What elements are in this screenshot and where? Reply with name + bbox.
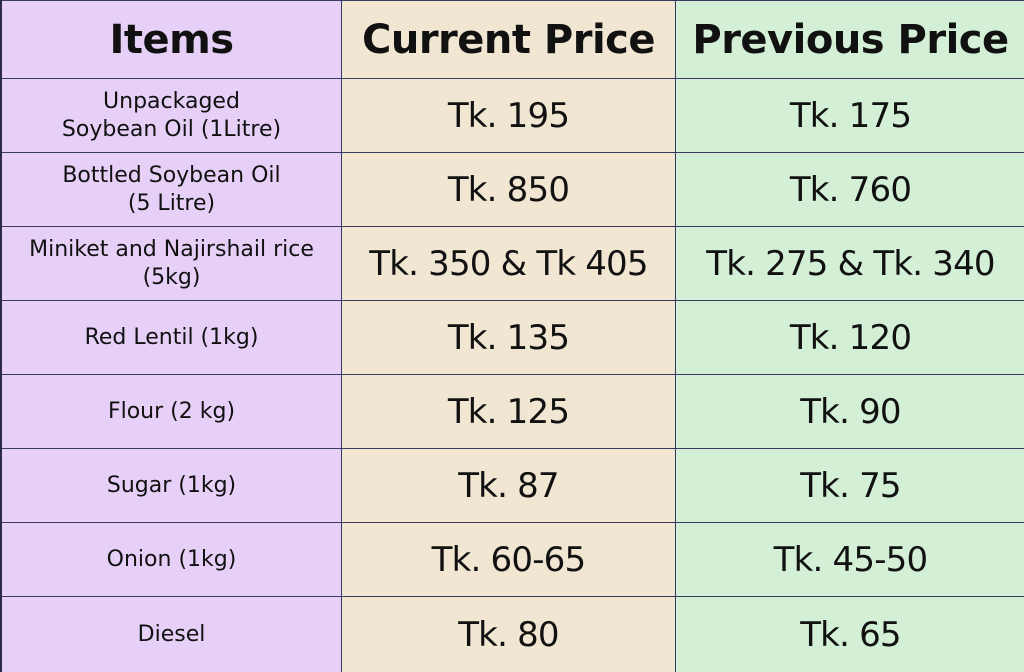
previous-price-cell: Tk. 90 [676, 374, 1024, 448]
header-current-price: Current Price [342, 0, 676, 78]
previous-price-cell: Tk. 760 [676, 152, 1024, 226]
current-price-cell: Tk. 850 [342, 152, 676, 226]
previous-price-cell: Tk. 120 [676, 300, 1024, 374]
current-price-cell: Tk. 350 & Tk 405 [342, 226, 676, 300]
current-price-cell: Tk. 80 [342, 596, 676, 672]
header-items: Items [2, 0, 342, 78]
item-cell: Sugar (1kg) [2, 448, 342, 522]
header-previous-price: Previous Price [676, 0, 1024, 78]
previous-price-cell: Tk. 45-50 [676, 522, 1024, 596]
item-cell: Onion (1kg) [2, 522, 342, 596]
item-cell: Unpackaged Soybean Oil (1Litre) [2, 78, 342, 152]
item-cell: Red Lentil (1kg) [2, 300, 342, 374]
current-price-cell: Tk. 135 [342, 300, 676, 374]
current-price-cell: Tk. 87 [342, 448, 676, 522]
previous-price-cell: Tk. 75 [676, 448, 1024, 522]
item-cell: Diesel [2, 596, 342, 672]
previous-price-cell: Tk. 175 [676, 78, 1024, 152]
current-price-cell: Tk. 195 [342, 78, 676, 152]
current-price-cell: Tk. 60-65 [342, 522, 676, 596]
previous-price-cell: Tk. 275 & Tk. 340 [676, 226, 1024, 300]
current-price-cell: Tk. 125 [342, 374, 676, 448]
item-cell: Flour (2 kg) [2, 374, 342, 448]
item-cell: Miniket and Najirshail rice (5kg) [2, 226, 342, 300]
previous-price-cell: Tk. 65 [676, 596, 1024, 672]
item-cell: Bottled Soybean Oil (5 Litre) [2, 152, 342, 226]
